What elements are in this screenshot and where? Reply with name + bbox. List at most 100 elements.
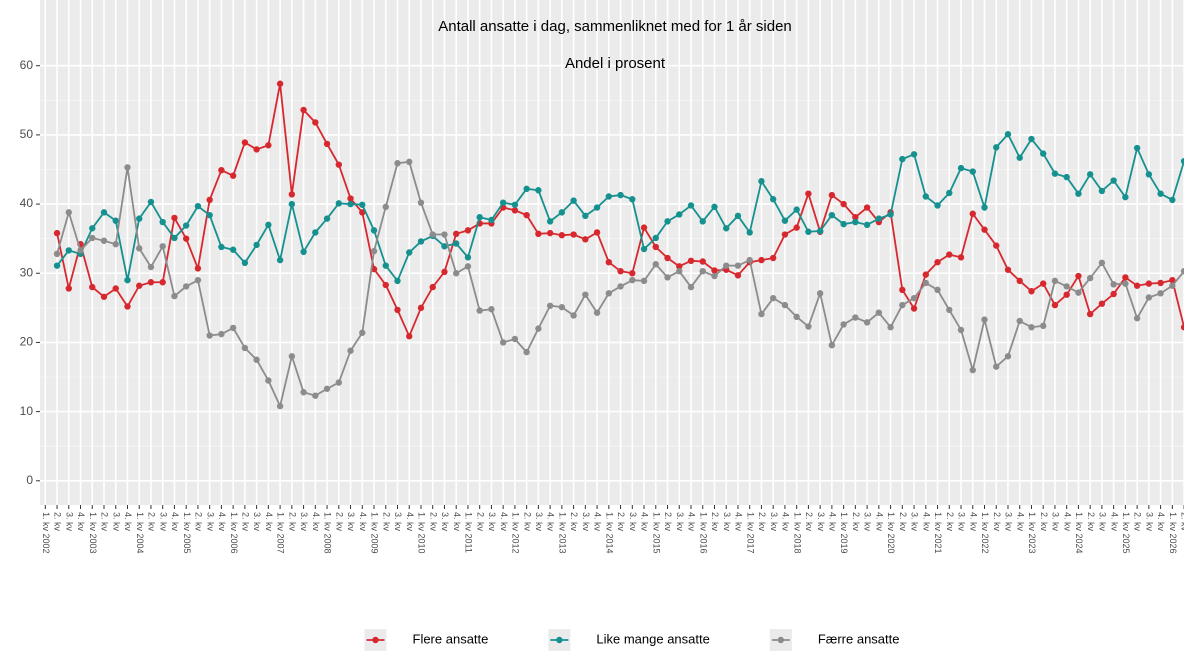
data-point xyxy=(89,225,96,232)
x-tick-label: 4. kv xyxy=(640,512,650,532)
data-point xyxy=(1086,171,1094,178)
data-point xyxy=(605,258,613,266)
data-point xyxy=(758,310,765,318)
data-point xyxy=(781,217,789,224)
legend-key-point xyxy=(556,636,563,644)
data-point xyxy=(229,172,237,179)
data-point xyxy=(852,214,859,221)
legend-key-point xyxy=(777,636,785,644)
data-point xyxy=(1157,279,1164,287)
data-point xyxy=(417,304,425,312)
x-tick-label: 2. kv xyxy=(616,512,626,532)
data-point xyxy=(159,218,166,226)
data-point xyxy=(957,326,965,334)
data-point xyxy=(1122,274,1129,281)
data-point xyxy=(1145,294,1153,301)
data-point xyxy=(194,276,202,284)
data-point xyxy=(453,240,460,247)
x-tick-label: 4. kv xyxy=(781,512,791,532)
data-point xyxy=(1110,281,1117,288)
data-point xyxy=(969,210,976,217)
data-point xyxy=(558,209,566,216)
data-point xyxy=(112,240,119,248)
data-point xyxy=(652,234,659,242)
x-tick-label: 1. kv 2019 xyxy=(839,512,849,554)
x-tick-label: 3. kv xyxy=(1098,512,1108,532)
data-point xyxy=(464,263,472,270)
data-point xyxy=(147,279,155,286)
data-point xyxy=(816,290,824,297)
chart-title: Antall ansatte i dag, sammenliknet med f… xyxy=(438,18,792,35)
data-point xyxy=(1075,289,1082,296)
data-point xyxy=(1180,267,1184,275)
x-tick-label: 3. kv xyxy=(252,512,262,532)
x-tick-label: 1. kv 2015 xyxy=(651,512,661,554)
data-point xyxy=(723,225,730,232)
data-point xyxy=(394,306,401,314)
x-tick-label: 2. kv xyxy=(194,512,204,532)
data-point xyxy=(136,245,143,252)
data-point xyxy=(476,307,483,314)
x-tick-label: 3. kv xyxy=(816,512,826,532)
x-tick-label: 1. kv 2014 xyxy=(604,512,614,554)
data-point xyxy=(53,262,61,269)
data-point xyxy=(899,301,906,309)
x-tick-label: 2. kv xyxy=(992,512,1002,532)
data-point xyxy=(910,294,918,302)
x-tick-label: 1. kv 2005 xyxy=(182,512,192,554)
data-point xyxy=(182,283,190,290)
data-point xyxy=(359,329,366,336)
x-tick-label: 2. kv xyxy=(1180,512,1184,532)
x-tick-label: 3. kv xyxy=(910,512,920,532)
data-point xyxy=(605,290,613,297)
x-tick-label: 1. kv 2018 xyxy=(792,512,802,554)
data-point xyxy=(793,206,800,213)
data-point xyxy=(488,216,495,224)
data-point xyxy=(53,250,61,258)
data-point xyxy=(593,204,601,211)
data-point xyxy=(910,305,918,312)
data-point xyxy=(347,200,354,208)
data-point xyxy=(1028,324,1035,331)
data-point xyxy=(253,356,260,363)
data-point xyxy=(934,286,941,294)
data-point xyxy=(1098,300,1106,307)
data-point xyxy=(981,316,988,323)
data-point xyxy=(335,161,342,168)
data-point xyxy=(1040,280,1047,287)
data-point xyxy=(382,281,389,289)
y-tick-label: 10 xyxy=(20,404,34,418)
data-point xyxy=(218,243,225,251)
data-point xyxy=(734,272,742,279)
data-point xyxy=(816,227,824,235)
data-point xyxy=(769,254,777,262)
data-point xyxy=(370,247,378,255)
x-tick-label: 2. kv xyxy=(1039,512,1049,532)
data-point xyxy=(629,270,636,277)
data-point xyxy=(699,267,706,275)
data-point xyxy=(1004,266,1012,273)
data-point xyxy=(863,319,871,326)
data-point xyxy=(910,151,918,158)
x-tick-label: 1. kv 2007 xyxy=(276,512,286,554)
data-point xyxy=(687,283,695,291)
data-point xyxy=(769,294,777,302)
data-point xyxy=(687,202,695,209)
data-point xyxy=(582,291,589,298)
data-point xyxy=(946,306,953,314)
data-point xyxy=(253,241,260,249)
data-point xyxy=(323,140,331,148)
data-point xyxy=(640,224,648,231)
data-point xyxy=(546,302,554,309)
data-point xyxy=(276,402,284,410)
panel xyxy=(40,0,1184,505)
data-point xyxy=(1075,190,1082,197)
data-point xyxy=(124,303,131,310)
data-point xyxy=(605,193,613,200)
data-point xyxy=(53,229,61,237)
data-point xyxy=(922,279,929,287)
data-point xyxy=(288,191,296,198)
data-point xyxy=(182,235,190,242)
data-point xyxy=(969,366,976,374)
